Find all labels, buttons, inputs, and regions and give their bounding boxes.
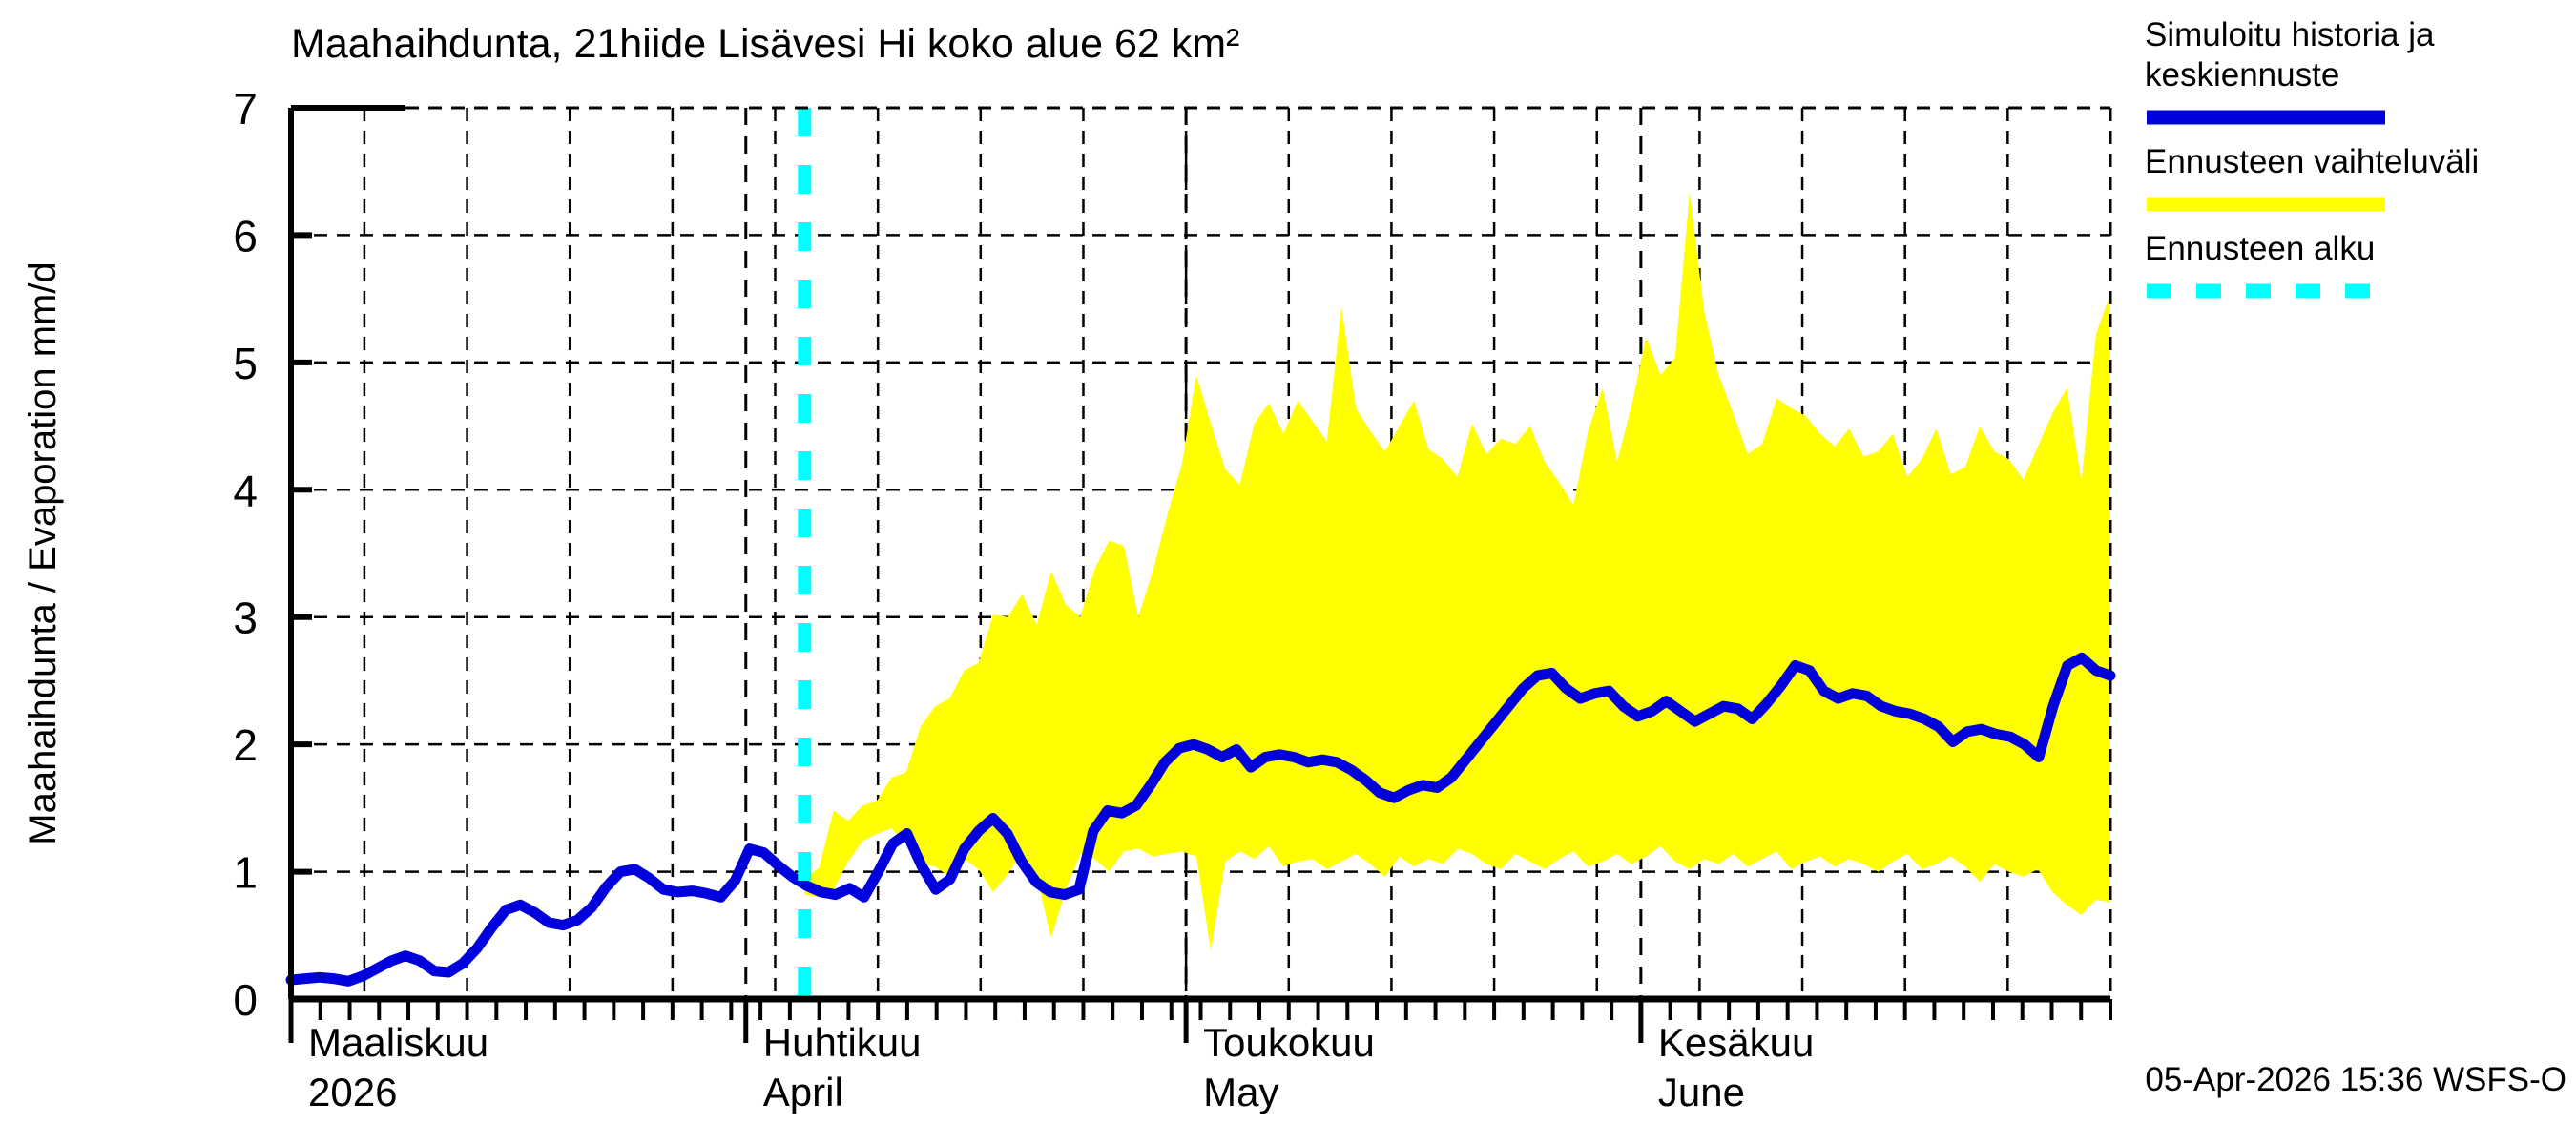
- y-tick-labels: 0 1 2 3 4 5 6 7: [233, 84, 258, 1025]
- x-tick-label-month-fi: Toukokuu: [1203, 1020, 1375, 1065]
- mean-forecast-line: [285, 652, 2116, 987]
- y-tick-label: 3: [233, 593, 258, 643]
- legend-item-forecast-range-label: Ennusteen vaihteluväli: [2145, 143, 2479, 180]
- x-tick-label-month-en: June: [1658, 1070, 1745, 1114]
- y-tick-label: 1: [233, 848, 258, 898]
- x-tick-label-month-fi: Kesäkuu: [1658, 1020, 1814, 1065]
- x-tick-label-month-en: May: [1203, 1070, 1278, 1114]
- x-tick-label-month-fi: Huhtikuu: [763, 1020, 922, 1065]
- y-tick-label: 0: [233, 975, 258, 1025]
- x-tick-label-month-en: 2026: [308, 1070, 397, 1114]
- series-line-simulated-mean: [285, 652, 2116, 987]
- y-tick-label: 4: [233, 466, 258, 515]
- y-tick-label: 2: [233, 720, 258, 770]
- x-tick-label-month-fi: Maaliskuu: [308, 1020, 488, 1065]
- legend-item-forecast-start-label: Ennusteen alku: [2145, 230, 2375, 267]
- legend-item-simulated-history-label: Simuloitu historia ja: [2145, 16, 2435, 53]
- y-axis-label: Maahaihdunta / Evaporation mm/d: [22, 261, 64, 844]
- y-tick-label: 7: [233, 84, 258, 134]
- x-tick-labels: Maaliskuu 2026 Huhtikuu April Toukokuu May Kes…: [308, 1020, 1814, 1114]
- forecast-range-band: [804, 192, 2110, 951]
- axes-layer: [288, 105, 2112, 1043]
- x-tick-label-month-en: April: [763, 1070, 843, 1114]
- y-tick-label: 5: [233, 339, 258, 388]
- legend-item-simulated-history-label-line2: keskiennuste: [2145, 56, 2339, 94]
- y-tick-label: 6: [233, 211, 258, 260]
- timestamp-stamp: 05-Apr-2026 15:36 WSFS-O: [2145, 1061, 2566, 1098]
- forecast-range-polygon: [804, 192, 2110, 951]
- chart-title: Maahaihdunta, 21hiide Lisävesi Hi koko a…: [291, 21, 1239, 67]
